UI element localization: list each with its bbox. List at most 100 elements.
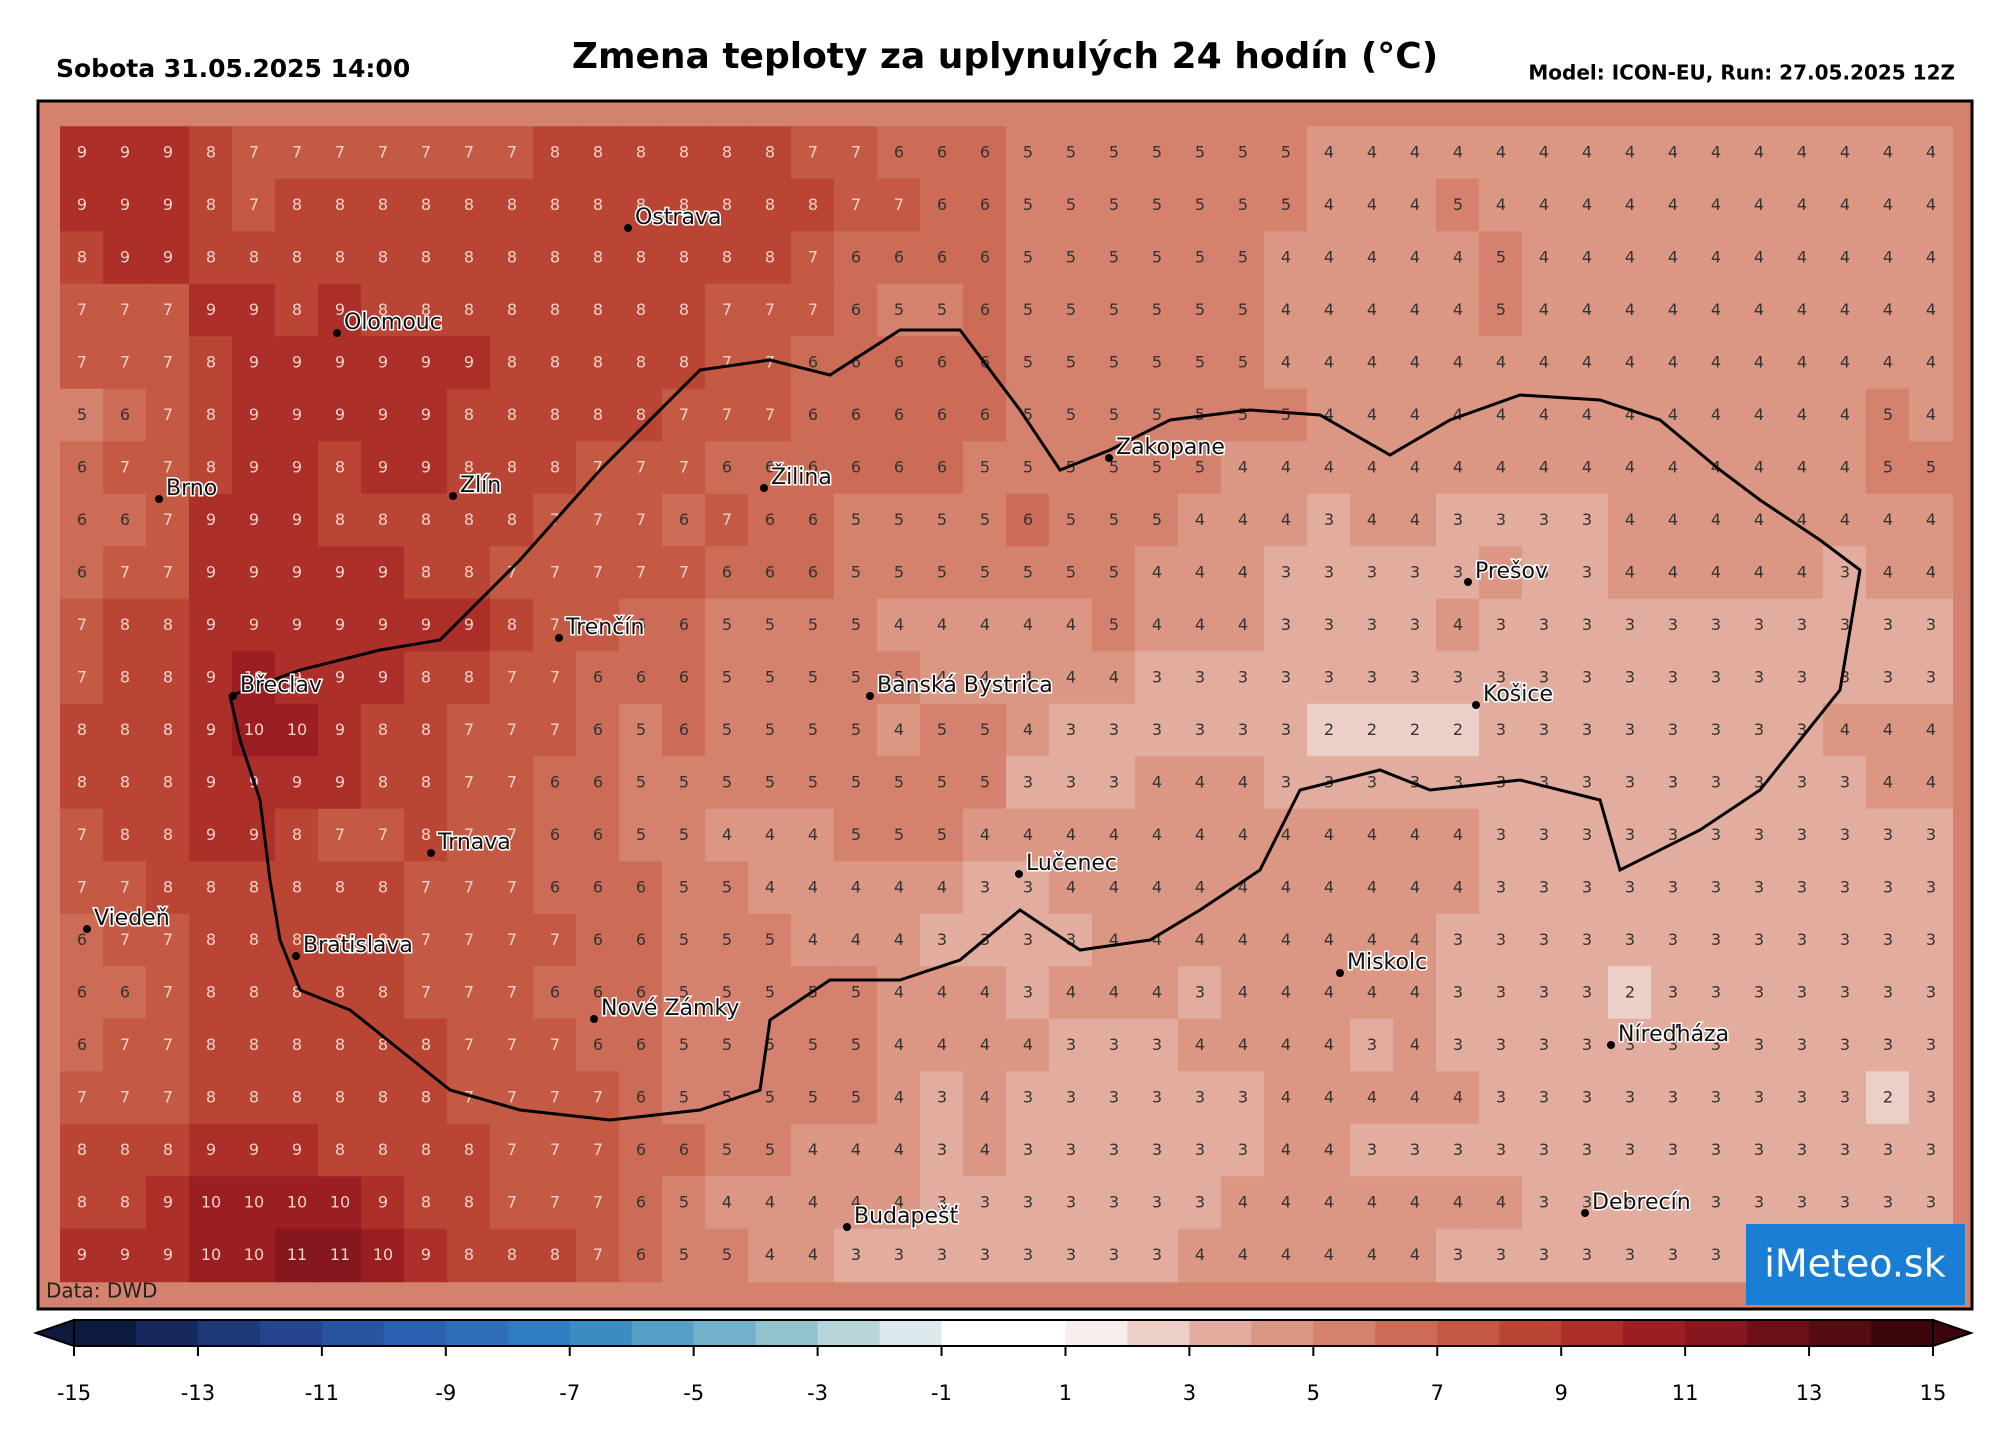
value-label: 5: [679, 1035, 689, 1054]
value-label: 8: [421, 510, 431, 529]
value-cell: [1909, 1176, 1953, 1230]
value-label: 4: [1883, 510, 1893, 529]
value-label: 7: [163, 983, 173, 1002]
value-label: 4: [894, 1088, 904, 1107]
map-frame: [36, 99, 1974, 1311]
value-label: 3: [1496, 930, 1506, 949]
value-cell: [1436, 651, 1480, 705]
value-cell: [189, 336, 233, 390]
value-label: 5: [1109, 248, 1119, 267]
value-cell: [275, 546, 319, 600]
value-label: 9: [249, 563, 259, 582]
value-label: 3: [1195, 668, 1205, 687]
value-cell: [1307, 283, 1351, 338]
value-cell: [1909, 231, 1953, 285]
value-label: 8: [593, 195, 603, 214]
value-cell: [1866, 756, 1910, 810]
value-cell: [1909, 283, 1953, 338]
value-label: 5: [1109, 300, 1119, 319]
value-label: 3: [1496, 668, 1506, 687]
value-label: 9: [378, 458, 388, 477]
value-label: 3: [1840, 878, 1850, 897]
value-cell: [361, 493, 405, 548]
value-cell: [619, 493, 663, 548]
value-label: 4: [1367, 878, 1377, 897]
value-label: 4: [1625, 405, 1635, 424]
value-label: 3: [1625, 773, 1635, 792]
value-label: 5: [1496, 300, 1506, 319]
value-label: 3: [1883, 1035, 1893, 1054]
value-label: 3: [1668, 720, 1678, 739]
value-cell: [791, 808, 835, 863]
value-cell: [576, 388, 620, 443]
value-label: 3: [1754, 1140, 1764, 1159]
value-label: 7: [335, 825, 345, 844]
value-label: 5: [1152, 510, 1162, 529]
value-label: 7: [464, 1035, 474, 1054]
value-label: 4: [1711, 563, 1721, 582]
value-cell: [447, 1018, 491, 1073]
value-label: 3: [1711, 983, 1721, 1002]
value-label: 7: [550, 1193, 560, 1212]
value-cell: [748, 126, 792, 180]
value-cell: [318, 126, 362, 180]
value-cell: [576, 178, 620, 233]
value-cell: [1006, 1018, 1050, 1073]
value-label: 3: [1109, 1088, 1119, 1107]
value-label: 5: [1195, 300, 1205, 319]
value-cell: [60, 231, 104, 285]
value-cell: [1565, 336, 1609, 390]
value-cell: [1909, 861, 1953, 915]
value-label: 3: [1109, 1140, 1119, 1159]
colorbar-tick-label: -15: [57, 1381, 91, 1405]
value-label: 5: [722, 668, 732, 687]
value-label: 8: [421, 195, 431, 214]
value-cell: [1522, 126, 1566, 180]
value-label: 3: [1840, 668, 1850, 687]
value-cell: [60, 493, 104, 548]
value-label: 8: [507, 1245, 517, 1264]
value-cell: [1565, 546, 1609, 600]
value-label: 4: [1410, 825, 1420, 844]
value-label: 7: [722, 300, 732, 319]
value-cell: [1737, 651, 1781, 705]
value-label: 8: [292, 825, 302, 844]
value-label: 4: [1926, 405, 1936, 424]
value-label: 6: [77, 563, 87, 582]
value-cell: [189, 441, 233, 495]
value-label: 3: [1539, 720, 1549, 739]
value-cell: [1823, 966, 1867, 1020]
value-cell: [1436, 861, 1480, 915]
value-cell: [1737, 441, 1781, 495]
value-cell: [1307, 966, 1351, 1020]
value-cell: [1479, 231, 1523, 285]
value-label: 4: [980, 825, 990, 844]
value-label: 3: [1754, 773, 1764, 792]
value-cell: [232, 1018, 276, 1073]
value-label: 3: [1754, 825, 1764, 844]
value-cell: [1006, 1176, 1050, 1230]
value-label: 3: [1711, 878, 1721, 897]
value-cell: [877, 598, 921, 653]
value-label: 3: [1453, 563, 1463, 582]
value-label: 3: [1711, 1140, 1721, 1159]
value-cell: [1694, 178, 1738, 233]
value-cell: [1694, 231, 1738, 285]
value-cell: [834, 231, 878, 285]
value-label: 3: [1453, 1140, 1463, 1159]
value-cell: [1823, 1018, 1867, 1073]
value-label: 3: [1840, 773, 1850, 792]
value-cell: [1006, 178, 1050, 233]
value-label: 7: [249, 195, 259, 214]
value-cell: [920, 1228, 964, 1283]
city-label: Zakopane: [1116, 435, 1225, 460]
value-label: 5: [1152, 405, 1162, 424]
value-label: 9: [421, 615, 431, 634]
colorbar-tick-label: 5: [1307, 1381, 1320, 1405]
value-cell: [1436, 231, 1480, 285]
value-cell: [1135, 808, 1179, 863]
value-cell: [1092, 283, 1136, 338]
value-cell: [533, 1228, 577, 1283]
value-cell: [920, 598, 964, 653]
value-cell: [1780, 651, 1824, 705]
